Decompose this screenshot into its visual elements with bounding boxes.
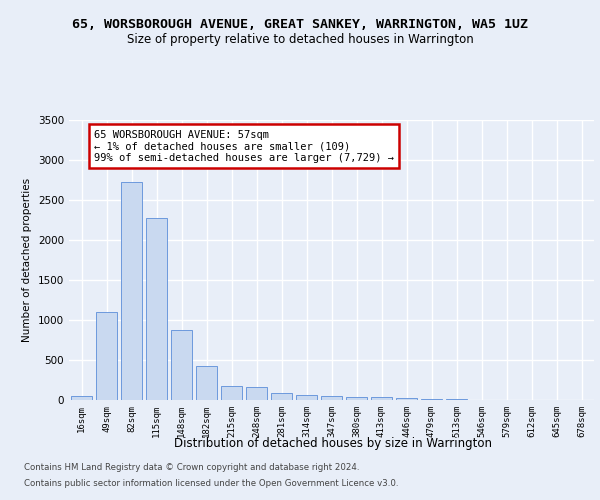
Text: Contains public sector information licensed under the Open Government Licence v3: Contains public sector information licen… [24, 478, 398, 488]
Bar [171, 330, 192, 400]
Bar [196, 366, 217, 400]
Y-axis label: Number of detached properties: Number of detached properties [22, 178, 32, 342]
Bar [346, 397, 367, 400]
Bar [296, 395, 317, 400]
Bar [96, 312, 117, 400]
Bar [246, 387, 267, 400]
Bar [71, 396, 92, 400]
Bar [221, 386, 242, 400]
Bar [271, 393, 292, 400]
Bar [396, 398, 417, 400]
Bar [321, 396, 342, 400]
Bar [421, 399, 442, 400]
Text: 65 WORSBOROUGH AVENUE: 57sqm
← 1% of detached houses are smaller (109)
99% of se: 65 WORSBOROUGH AVENUE: 57sqm ← 1% of det… [94, 130, 394, 163]
Text: Size of property relative to detached houses in Warrington: Size of property relative to detached ho… [127, 32, 473, 46]
Text: Contains HM Land Registry data © Crown copyright and database right 2024.: Contains HM Land Registry data © Crown c… [24, 464, 359, 472]
Bar [371, 397, 392, 400]
Text: 65, WORSBOROUGH AVENUE, GREAT SANKEY, WARRINGTON, WA5 1UZ: 65, WORSBOROUGH AVENUE, GREAT SANKEY, WA… [72, 18, 528, 30]
Bar [446, 399, 467, 400]
Bar [146, 218, 167, 400]
Text: Distribution of detached houses by size in Warrington: Distribution of detached houses by size … [174, 438, 492, 450]
Bar [121, 182, 142, 400]
